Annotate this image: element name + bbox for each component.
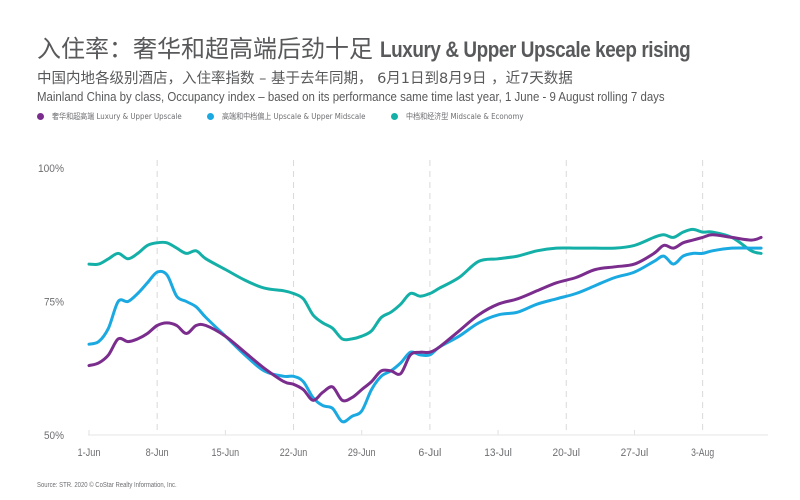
y-tick-label: 50% <box>44 430 64 442</box>
title-english: Luxury & Upper Upscale keep rising <box>379 37 691 62</box>
source-note: Source: STR. 2020 © CoStar Realty Inform… <box>37 482 177 489</box>
y-tick-label: 100% <box>38 163 64 175</box>
legend-dot-icon <box>37 113 44 120</box>
subtitle-english: Mainland China by class, Occupancy index… <box>37 89 665 104</box>
legend-item-luxury: 奢华和超高端 Luxury & Upper Upscale <box>37 111 199 122</box>
x-tick-label: 22-Jun <box>280 447 308 459</box>
title-chinese: 入住率：奢华和超高端后劲十足 <box>37 35 373 63</box>
series-line-midscale-economy <box>87 227 763 342</box>
gridlines <box>88 160 704 435</box>
legend-label: 奢华和超高端 Luxury & Upper Upscale <box>52 112 182 121</box>
y-tick-label: 75% <box>44 297 64 309</box>
x-tick-label: 8-Jun <box>146 447 169 459</box>
legend-label: 高端和中档偏上 Upscale & Upper Midscale <box>222 112 366 121</box>
x-tick-label: 29-Jun <box>348 447 376 459</box>
x-tick-label: 20-Jul <box>552 447 580 459</box>
x-tick-label: 3-Aug <box>691 447 714 459</box>
legend-dot-icon <box>207 113 215 120</box>
x-tick-label: 13-Jul <box>484 447 512 459</box>
series-line-luxury-upper-upscale <box>87 233 763 403</box>
series-lines <box>87 227 763 424</box>
x-tick-label: 1-Jun <box>78 447 101 459</box>
x-tick-label: 15-Jun <box>212 447 240 459</box>
series-line-upscale-upper-midscale <box>87 246 763 424</box>
y-axis-ticks: 100% 75% 50% <box>38 163 64 442</box>
subtitle-chinese: 中国内地各级别酒店，入住率指数 – 基于去年同期， 6月1日到8月9日 ，近7天… <box>37 71 573 87</box>
chart-title: 入住率：奢华和超高端后劲十足 Luxury & Upper Upscale ke… <box>37 34 741 65</box>
legend: 奢华和超高端 Luxury & Upper Upscale 高端和中档偏上 Up… <box>37 111 540 122</box>
x-tick-label: 6-Jul <box>418 447 441 459</box>
x-axis-ticks: 1-Jun 8-Jun 15-Jun 22-Jun 29-Jun 6-Jul 13-Jul 2… <box>78 447 715 459</box>
legend-item-upscale: 高端和中档偏上 Upscale & Upper Midscale <box>207 111 385 122</box>
legend-label: 中档和经济型 Midscale & Economy <box>406 112 524 121</box>
x-tick-label: 27-Jul <box>621 447 649 459</box>
legend-item-midscale: 中档和经济型 Midscale & Economy <box>391 111 540 122</box>
legend-dot-icon <box>391 113 399 120</box>
